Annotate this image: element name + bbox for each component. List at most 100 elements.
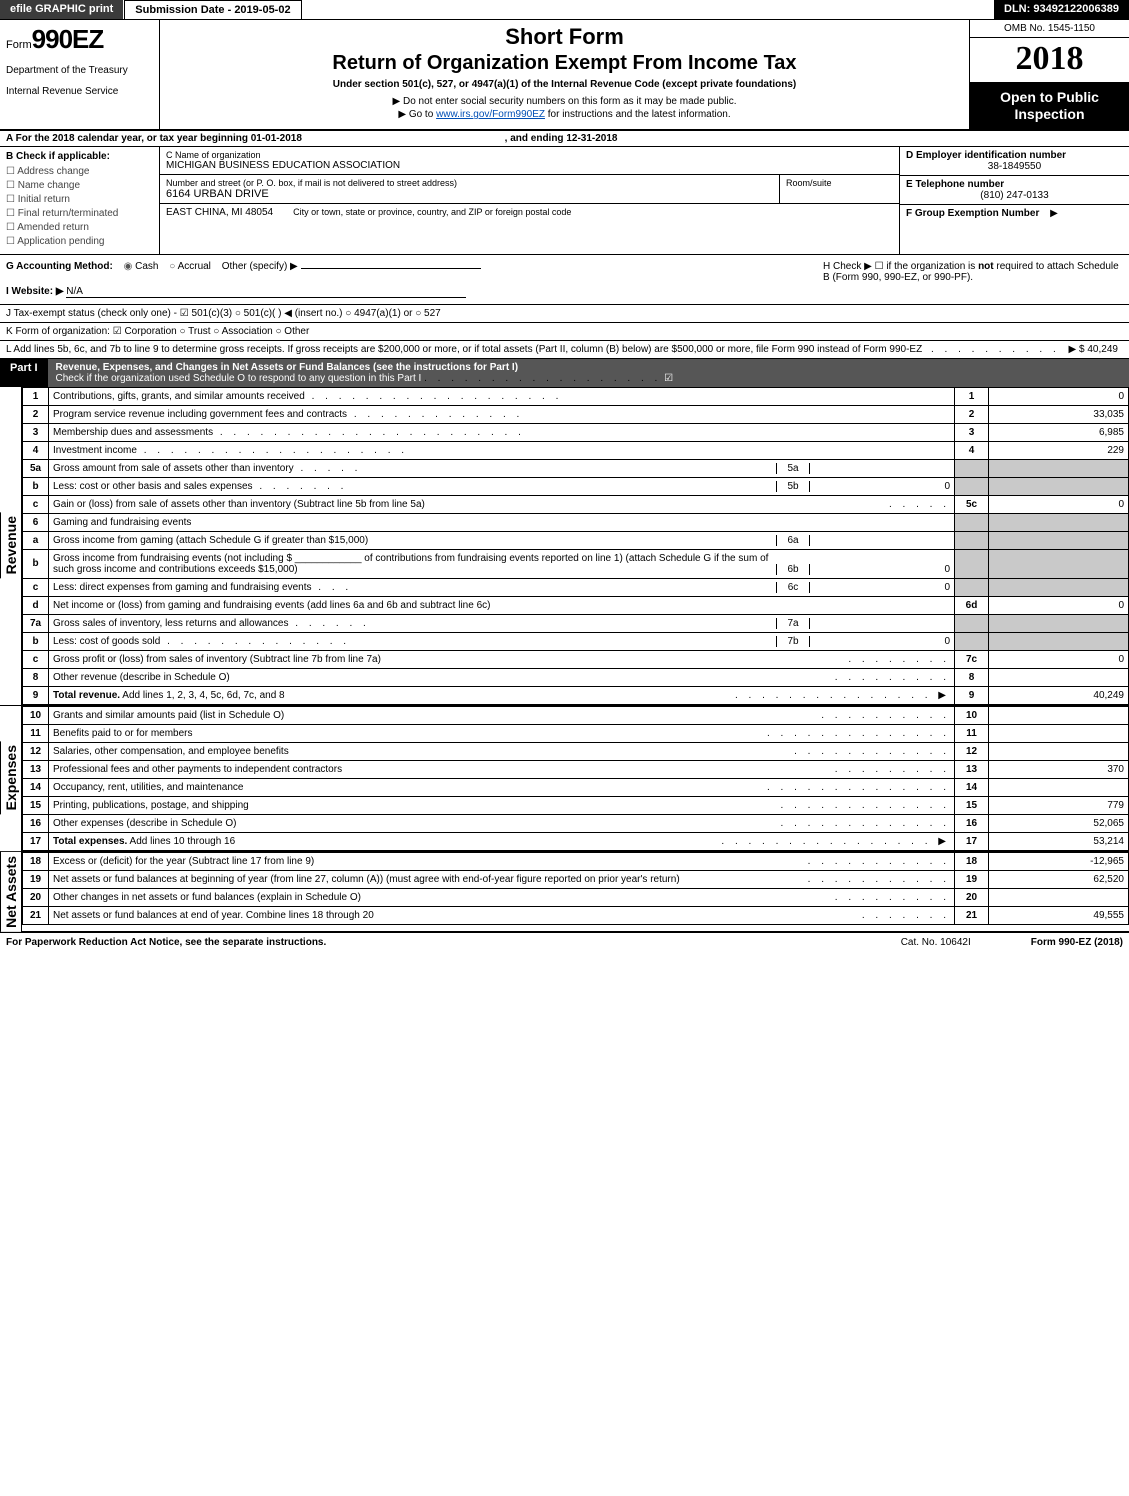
vlabel-revenue: Revenue [0, 512, 21, 578]
l17-text: Total expenses. Add lines 10 through 16.… [49, 832, 955, 850]
b-title: B Check if applicable: [6, 151, 153, 162]
g-accrual[interactable]: Accrual [169, 261, 211, 272]
l6-text: Gaming and fundraising events [49, 513, 955, 531]
form-prefix: Form [6, 39, 32, 51]
chk-name-change[interactable]: Name change [6, 180, 153, 191]
line-7a: 7aGross sales of inventory, less returns… [23, 614, 1129, 632]
row-a-begin: A For the 2018 calendar year, or tax yea… [6, 133, 302, 144]
l5a-sub: 5a [776, 463, 810, 474]
l7b-sub: 7b [776, 636, 810, 647]
chk-amended-return[interactable]: Amended return [6, 222, 153, 233]
top-bar: efile GRAPHIC print Submission Date - 20… [0, 0, 1129, 20]
line-4: 4Investment income . . . . . . . . . . .… [23, 441, 1129, 459]
vlabel-netassets: Net Assets [0, 852, 21, 932]
row-a-end: , and ending 12-31-2018 [505, 133, 618, 144]
e-phone: E Telephone number (810) 247-0133 [900, 176, 1129, 205]
l15-amt: 779 [989, 796, 1129, 814]
l2-text: Program service revenue including govern… [49, 405, 955, 423]
l7c-box: 7c [955, 650, 989, 668]
l21-box: 21 [955, 906, 989, 924]
chk-final-return[interactable]: Final return/terminated [6, 208, 153, 219]
c-name-value: MICHIGAN BUSINESS EDUCATION ASSOCIATION [166, 160, 893, 171]
cell-street: Number and street (or P. O. box, if mail… [160, 175, 779, 203]
line-15: 15Printing, publications, postage, and s… [23, 796, 1129, 814]
line-19: 19Net assets or fund balances at beginni… [23, 870, 1129, 888]
short-form-title: Short Form [168, 24, 961, 50]
l7c-text: Gross profit or (loss) from sales of inv… [49, 650, 955, 668]
f-group-exemption: F Group Exemption Number ▶ [900, 205, 1129, 222]
l13-text: Professional fees and other payments to … [49, 760, 955, 778]
line-7c: cGross profit or (loss) from sales of in… [23, 650, 1129, 668]
chk-application-pending[interactable]: Application pending [6, 236, 153, 247]
l11-amt [989, 724, 1129, 742]
l19-amt: 62,520 [989, 870, 1129, 888]
g-cash[interactable]: Cash [124, 261, 159, 272]
chk-initial-return[interactable]: Initial return [6, 194, 153, 205]
line-12: 12Salaries, other compensation, and empl… [23, 742, 1129, 760]
l7a-subamt [810, 618, 950, 629]
line-2: 2Program service revenue including gover… [23, 405, 1129, 423]
l6c-greyamt [989, 578, 1129, 596]
l12-box: 12 [955, 742, 989, 760]
line-8: 8Other revenue (describe in Schedule O).… [23, 668, 1129, 686]
footer-paperwork: For Paperwork Reduction Act Notice, see … [6, 937, 326, 948]
tax-year: 2018 [970, 38, 1129, 83]
h-not: not [978, 261, 994, 272]
l19-num: 19 [23, 870, 49, 888]
vlabel-revenue-wrap: Revenue [0, 387, 22, 705]
l21-amt: 49,555 [989, 906, 1129, 924]
l15-num: 15 [23, 796, 49, 814]
l5b-num: b [23, 477, 49, 495]
l14-num: 14 [23, 778, 49, 796]
part-1-tag: Part I [0, 359, 48, 387]
i-website-value: N/A [66, 286, 466, 298]
row-a-tax-year: A For the 2018 calendar year, or tax yea… [0, 131, 1129, 147]
form-num: 990EZ [32, 24, 104, 54]
line-6c: cLess: direct expenses from gaming and f… [23, 578, 1129, 596]
g-other-line[interactable] [301, 268, 481, 269]
link-note: ▶ Go to www.irs.gov/Form990EZ for instru… [168, 109, 961, 120]
line-14: 14Occupancy, rent, utilities, and mainte… [23, 778, 1129, 796]
part-1-header: Part I Revenue, Expenses, and Changes in… [0, 359, 1129, 387]
l10-box: 10 [955, 706, 989, 724]
l6d-amt: 0 [989, 596, 1129, 614]
line-6: 6Gaming and fundraising events [23, 513, 1129, 531]
l5b-greyamt [989, 477, 1129, 495]
revenue-table: 1Contributions, gifts, grants, and simil… [22, 387, 1129, 705]
irs-link[interactable]: www.irs.gov/Form990EZ [436, 109, 545, 120]
efile-print-button[interactable]: efile GRAPHIC print [0, 0, 124, 19]
l10-amt [989, 706, 1129, 724]
ssn-note: ▶ Do not enter social security numbers o… [168, 96, 961, 107]
l6c-subamt: 0 [810, 582, 950, 593]
l5c-box: 5c [955, 495, 989, 513]
l1-box: 1 [955, 387, 989, 405]
l6a-greyamt [989, 531, 1129, 549]
l4-text: Investment income . . . . . . . . . . . … [49, 441, 955, 459]
c-room-label: Room/suite [786, 178, 893, 188]
line-18: 18Excess or (deficit) for the year (Subt… [23, 852, 1129, 870]
row-j-tax-exempt: J Tax-exempt status (check only one) - ☑… [0, 305, 1129, 323]
row-k-org-form: K Form of organization: ☑ Corporation ○ … [0, 323, 1129, 341]
l6c-num: c [23, 578, 49, 596]
l1-text: Contributions, gifts, grants, and simila… [49, 387, 955, 405]
l6b-sub: 6b [776, 564, 810, 575]
l4-box: 4 [955, 441, 989, 459]
l4-amt: 229 [989, 441, 1129, 459]
cell-city: EAST CHINA, MI 48054 City or town, state… [160, 204, 899, 221]
l15-box: 15 [955, 796, 989, 814]
l9-text: Total revenue. Add lines 1, 2, 3, 4, 5c,… [49, 686, 955, 704]
h-schedule-b: H Check ▶ ☐ if the organization is not r… [823, 261, 1123, 298]
l6a-num: a [23, 531, 49, 549]
line-5a: 5aGross amount from sale of assets other… [23, 459, 1129, 477]
chk-address-change[interactable]: Address change [6, 166, 153, 177]
l8-num: 8 [23, 668, 49, 686]
line-16: 16Other expenses (describe in Schedule O… [23, 814, 1129, 832]
g-other[interactable]: Other (specify) ▶ [222, 261, 298, 272]
l7b-greybox [955, 632, 989, 650]
l6b-text: Gross income from fundraising events (no… [49, 549, 955, 578]
l21-text: Net assets or fund balances at end of ye… [49, 906, 955, 924]
l3-num: 3 [23, 423, 49, 441]
line-20: 20Other changes in net assets or fund ba… [23, 888, 1129, 906]
l5b-subamt: 0 [810, 481, 950, 492]
l13-amt: 370 [989, 760, 1129, 778]
